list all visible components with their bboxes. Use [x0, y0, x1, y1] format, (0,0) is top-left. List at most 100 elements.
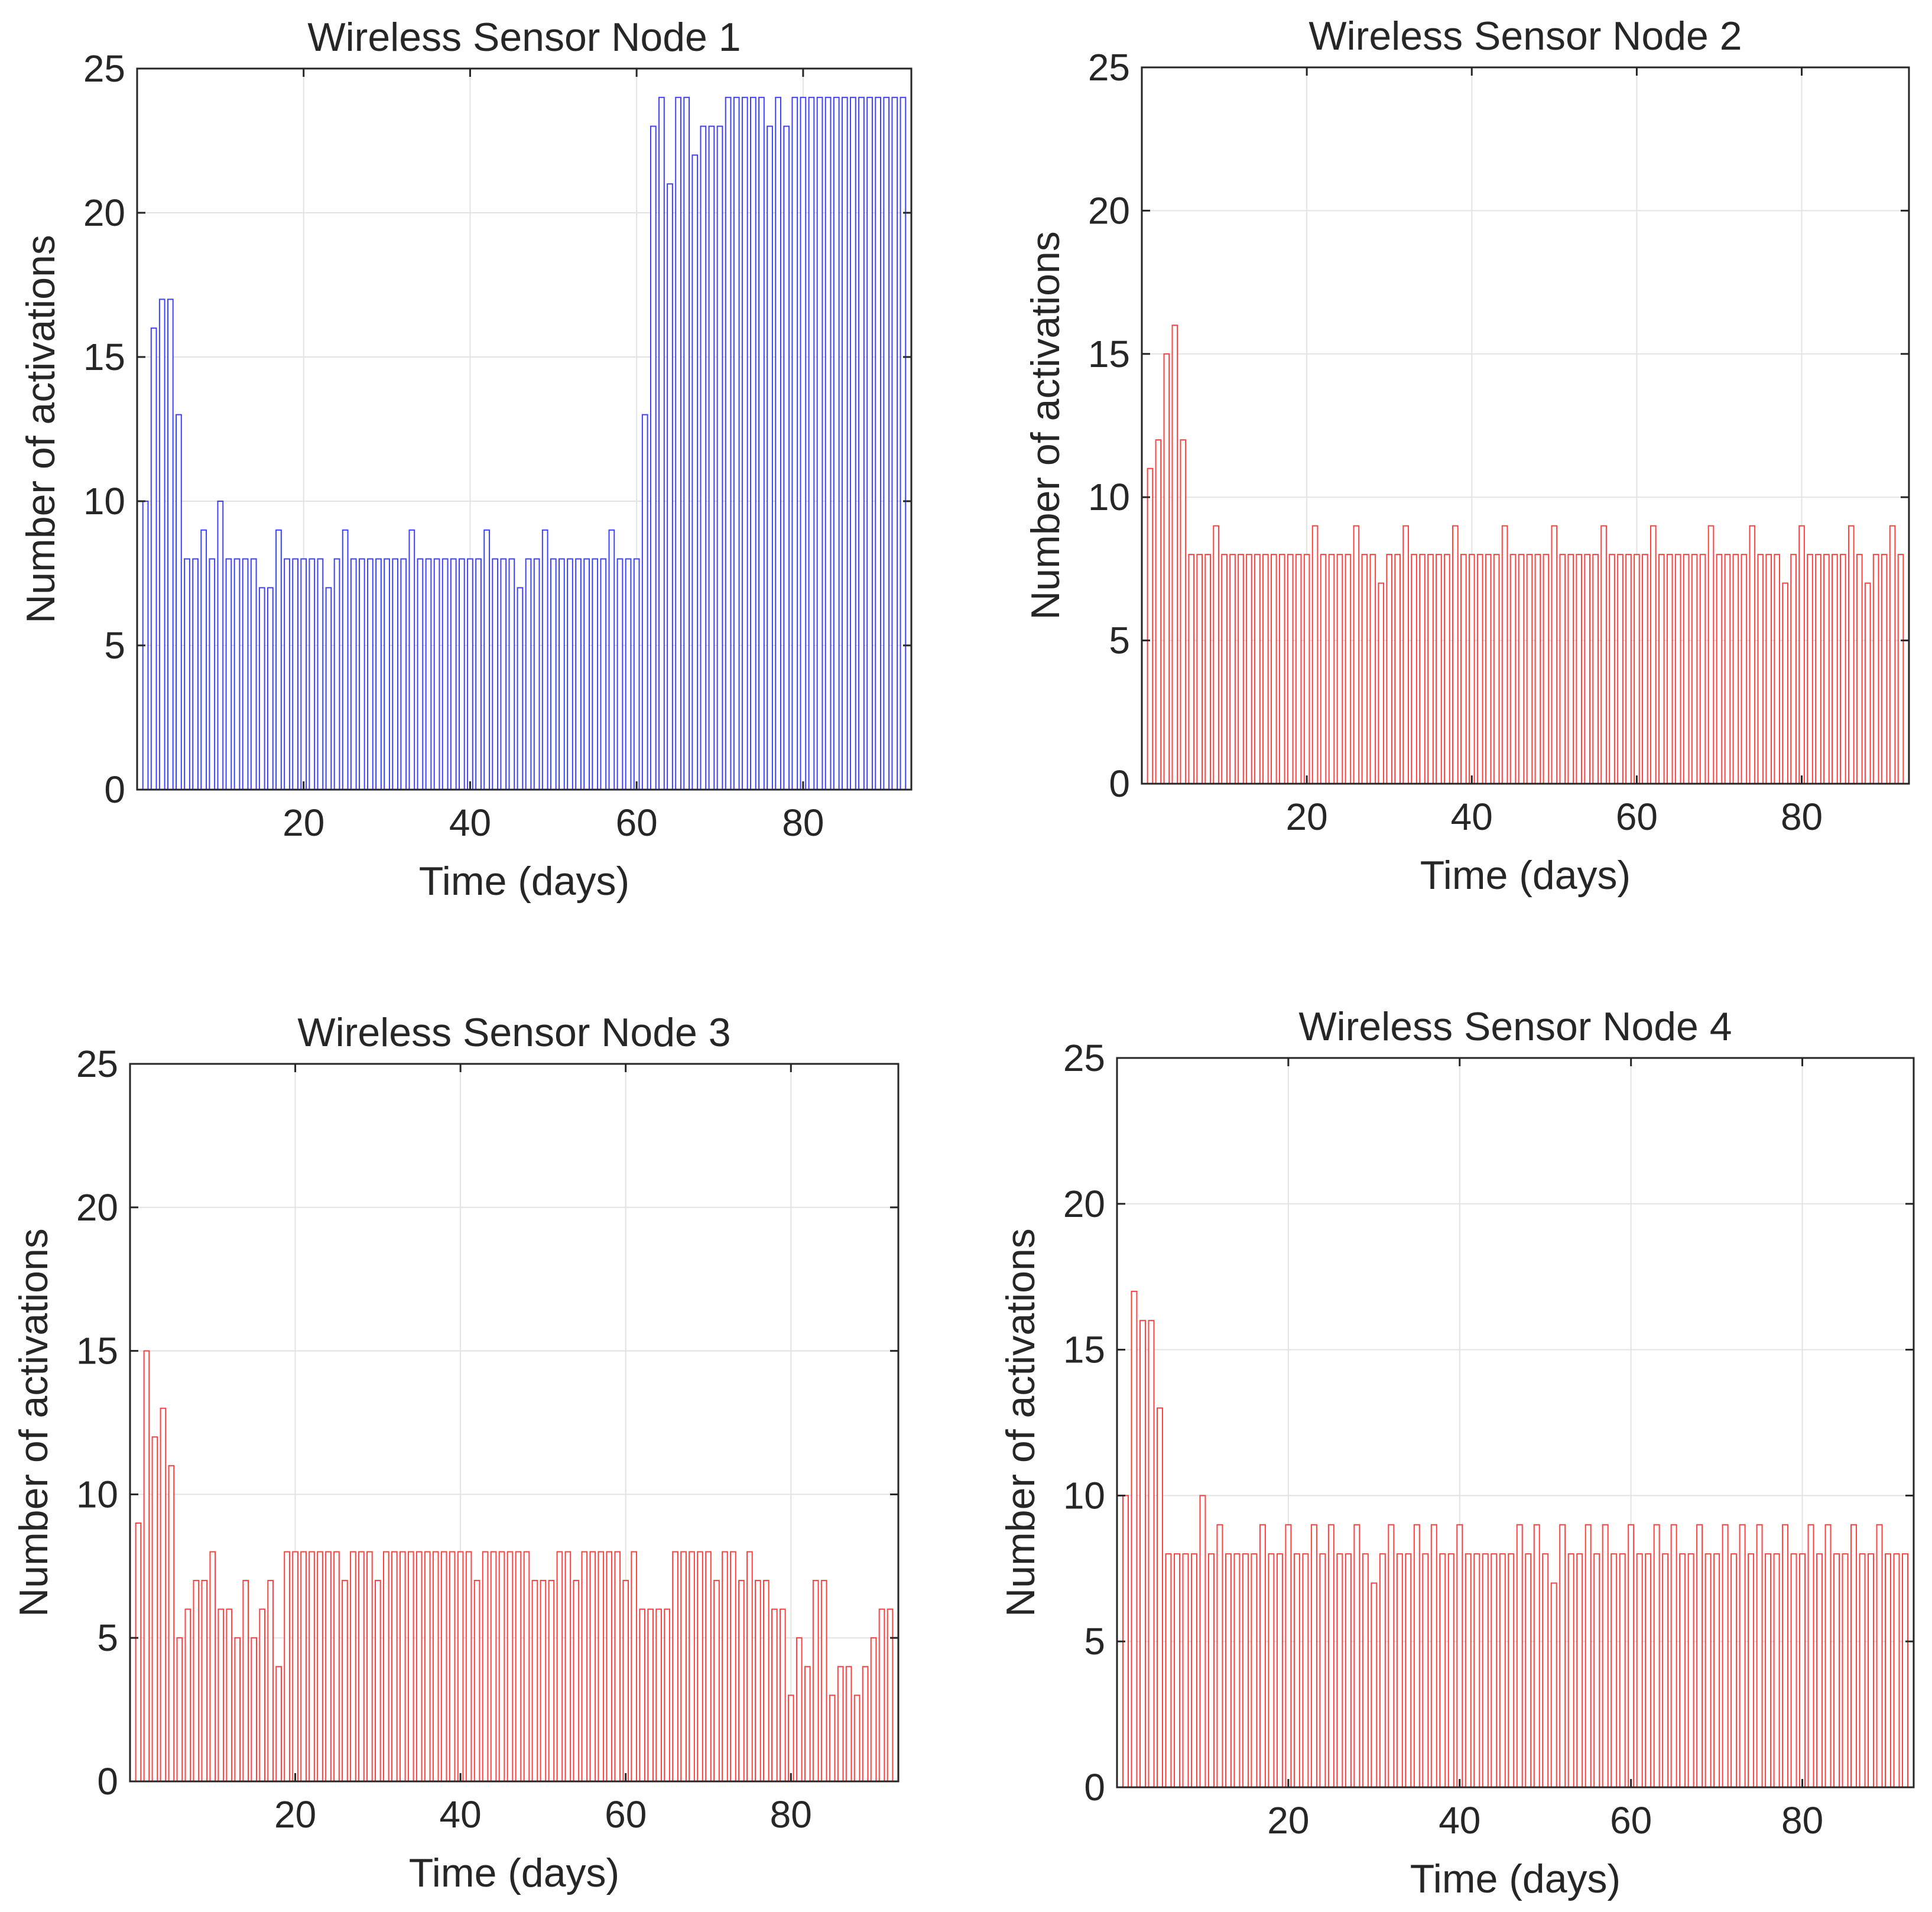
bar [598, 1551, 605, 1783]
x-axis-label: Time (days) [419, 859, 629, 904]
bar [1419, 554, 1426, 784]
y-axis-label: Number of activations [18, 235, 63, 624]
bar [816, 96, 823, 790]
bar [425, 558, 432, 790]
x-tick-label: 20 [1286, 796, 1328, 838]
bar [225, 558, 232, 790]
bar [722, 1551, 728, 1783]
x-tick-label: 80 [770, 1793, 812, 1836]
bar [508, 558, 515, 790]
bar [143, 1350, 150, 1783]
bar [267, 1580, 274, 1783]
bar [1722, 1524, 1729, 1788]
bar [492, 558, 499, 790]
bar [1696, 1524, 1703, 1788]
bar [200, 529, 207, 790]
bar [875, 96, 882, 790]
bar [667, 183, 673, 791]
bar [1310, 1524, 1317, 1788]
bar [1593, 1553, 1600, 1788]
bar [325, 587, 332, 791]
bar [883, 96, 890, 790]
bar [525, 558, 532, 790]
bar [1493, 554, 1500, 784]
bar [217, 501, 224, 790]
bar [1491, 1553, 1498, 1788]
y-tick-label: 20 [83, 191, 125, 234]
axes-box [136, 67, 913, 791]
y-tick-label: 20 [1088, 189, 1130, 232]
bar [1876, 1524, 1883, 1788]
bar [1628, 1524, 1635, 1788]
bar [1311, 525, 1319, 784]
bar [407, 1551, 414, 1783]
bar [1204, 554, 1211, 784]
bar [440, 1551, 447, 1783]
bar [1485, 554, 1492, 784]
bar [292, 1551, 298, 1783]
bar [168, 1465, 175, 1783]
bar [1413, 1524, 1420, 1788]
bar [1180, 439, 1187, 784]
bar [523, 1551, 530, 1783]
bar [779, 1608, 786, 1782]
bar [804, 1666, 811, 1783]
bar [672, 1551, 678, 1783]
y-tick-label: 25 [1063, 1037, 1105, 1079]
y-tick-label: 25 [1088, 46, 1130, 89]
bar [1765, 554, 1772, 784]
bar [1436, 554, 1442, 784]
bar [1402, 525, 1409, 784]
bar [1790, 554, 1797, 784]
bar [1327, 1524, 1334, 1788]
x-tick-label: 40 [1451, 796, 1493, 838]
y-tick-label: 10 [83, 480, 125, 522]
chart-panel-node-4: 20 40 60 80 0 5 10 15 20 25 Wireless Sensor Node 4… [998, 1004, 1915, 1901]
bar [1251, 1553, 1258, 1788]
bar [160, 1407, 167, 1782]
x-tick-label: 20 [1267, 1799, 1309, 1842]
bar [500, 558, 507, 790]
bar [151, 1436, 158, 1782]
bar [1847, 525, 1855, 784]
bar [1287, 554, 1294, 784]
bar [1320, 554, 1327, 784]
bar [242, 558, 249, 790]
bar [284, 558, 290, 790]
bar [575, 558, 582, 790]
bar [700, 125, 707, 791]
x-tick-label: 60 [605, 1793, 647, 1836]
bar [1666, 554, 1673, 784]
bar [1732, 554, 1739, 784]
bar [1550, 1582, 1557, 1788]
bar [1872, 554, 1879, 784]
bar [209, 1551, 216, 1783]
bar [1559, 1524, 1566, 1788]
y-tick-label: 0 [104, 768, 125, 811]
bar [1270, 554, 1277, 784]
bar [1584, 554, 1591, 784]
y-tick-label: 10 [1063, 1474, 1105, 1517]
x-tick-label: 60 [1610, 1799, 1652, 1842]
bar [1842, 1553, 1849, 1788]
bar [450, 558, 457, 790]
y-tick-label: 15 [1088, 333, 1130, 375]
bar [1345, 1553, 1352, 1788]
bar [233, 558, 241, 790]
bar [275, 529, 282, 790]
bar [467, 558, 473, 790]
bar [1774, 554, 1781, 784]
bar [350, 1551, 356, 1783]
bar [866, 96, 873, 790]
bar [1460, 554, 1467, 784]
bar [1730, 1553, 1738, 1788]
bar [1859, 1553, 1866, 1788]
bar [400, 558, 407, 790]
bar [1713, 1553, 1720, 1788]
y-tick-label: 15 [76, 1330, 118, 1372]
bar [1850, 1524, 1858, 1788]
bar [540, 1580, 547, 1783]
plot-area [1117, 1058, 1914, 1787]
bar [689, 1551, 695, 1783]
chart-title: Wireless Sensor Node 1 [307, 15, 741, 60]
